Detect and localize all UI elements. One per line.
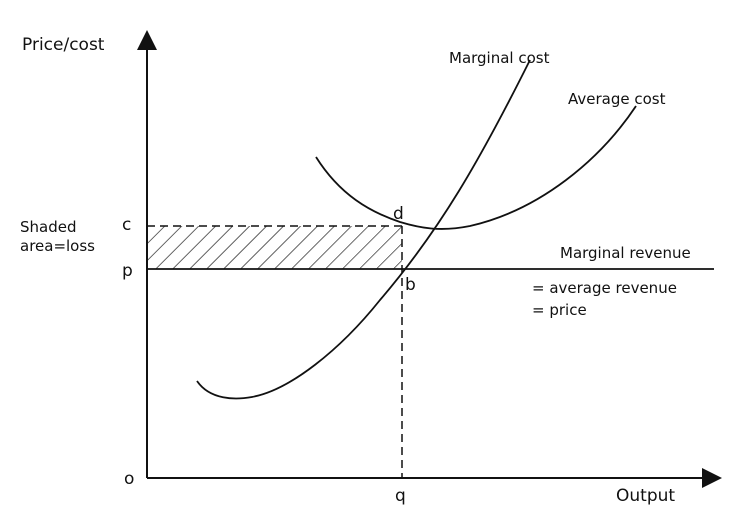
point-c-label: c <box>122 215 131 235</box>
point-d-label: d <box>393 204 404 224</box>
marginal-revenue-label: Marginal revenue <box>560 244 691 262</box>
marginal-cost-label: Marginal cost <box>449 49 550 67</box>
origin-label: o <box>124 469 134 489</box>
marginal-cost-curve <box>196 59 531 400</box>
x-axis-label: Output <box>616 486 675 506</box>
point-b-label: b <box>405 275 416 295</box>
average-cost-label: Average cost <box>568 90 666 108</box>
average-cost-curve <box>315 105 637 230</box>
average-revenue-label: = average revenue <box>532 279 677 297</box>
price-label: = price <box>532 301 587 319</box>
annotation-line2: area=loss <box>20 237 95 255</box>
loss-area <box>147 226 402 269</box>
annotation-line1: Shaded <box>20 218 77 236</box>
y-axis-label: Price/cost <box>22 35 105 55</box>
point-p-label: p <box>122 261 133 281</box>
point-q-label: q <box>395 486 406 506</box>
